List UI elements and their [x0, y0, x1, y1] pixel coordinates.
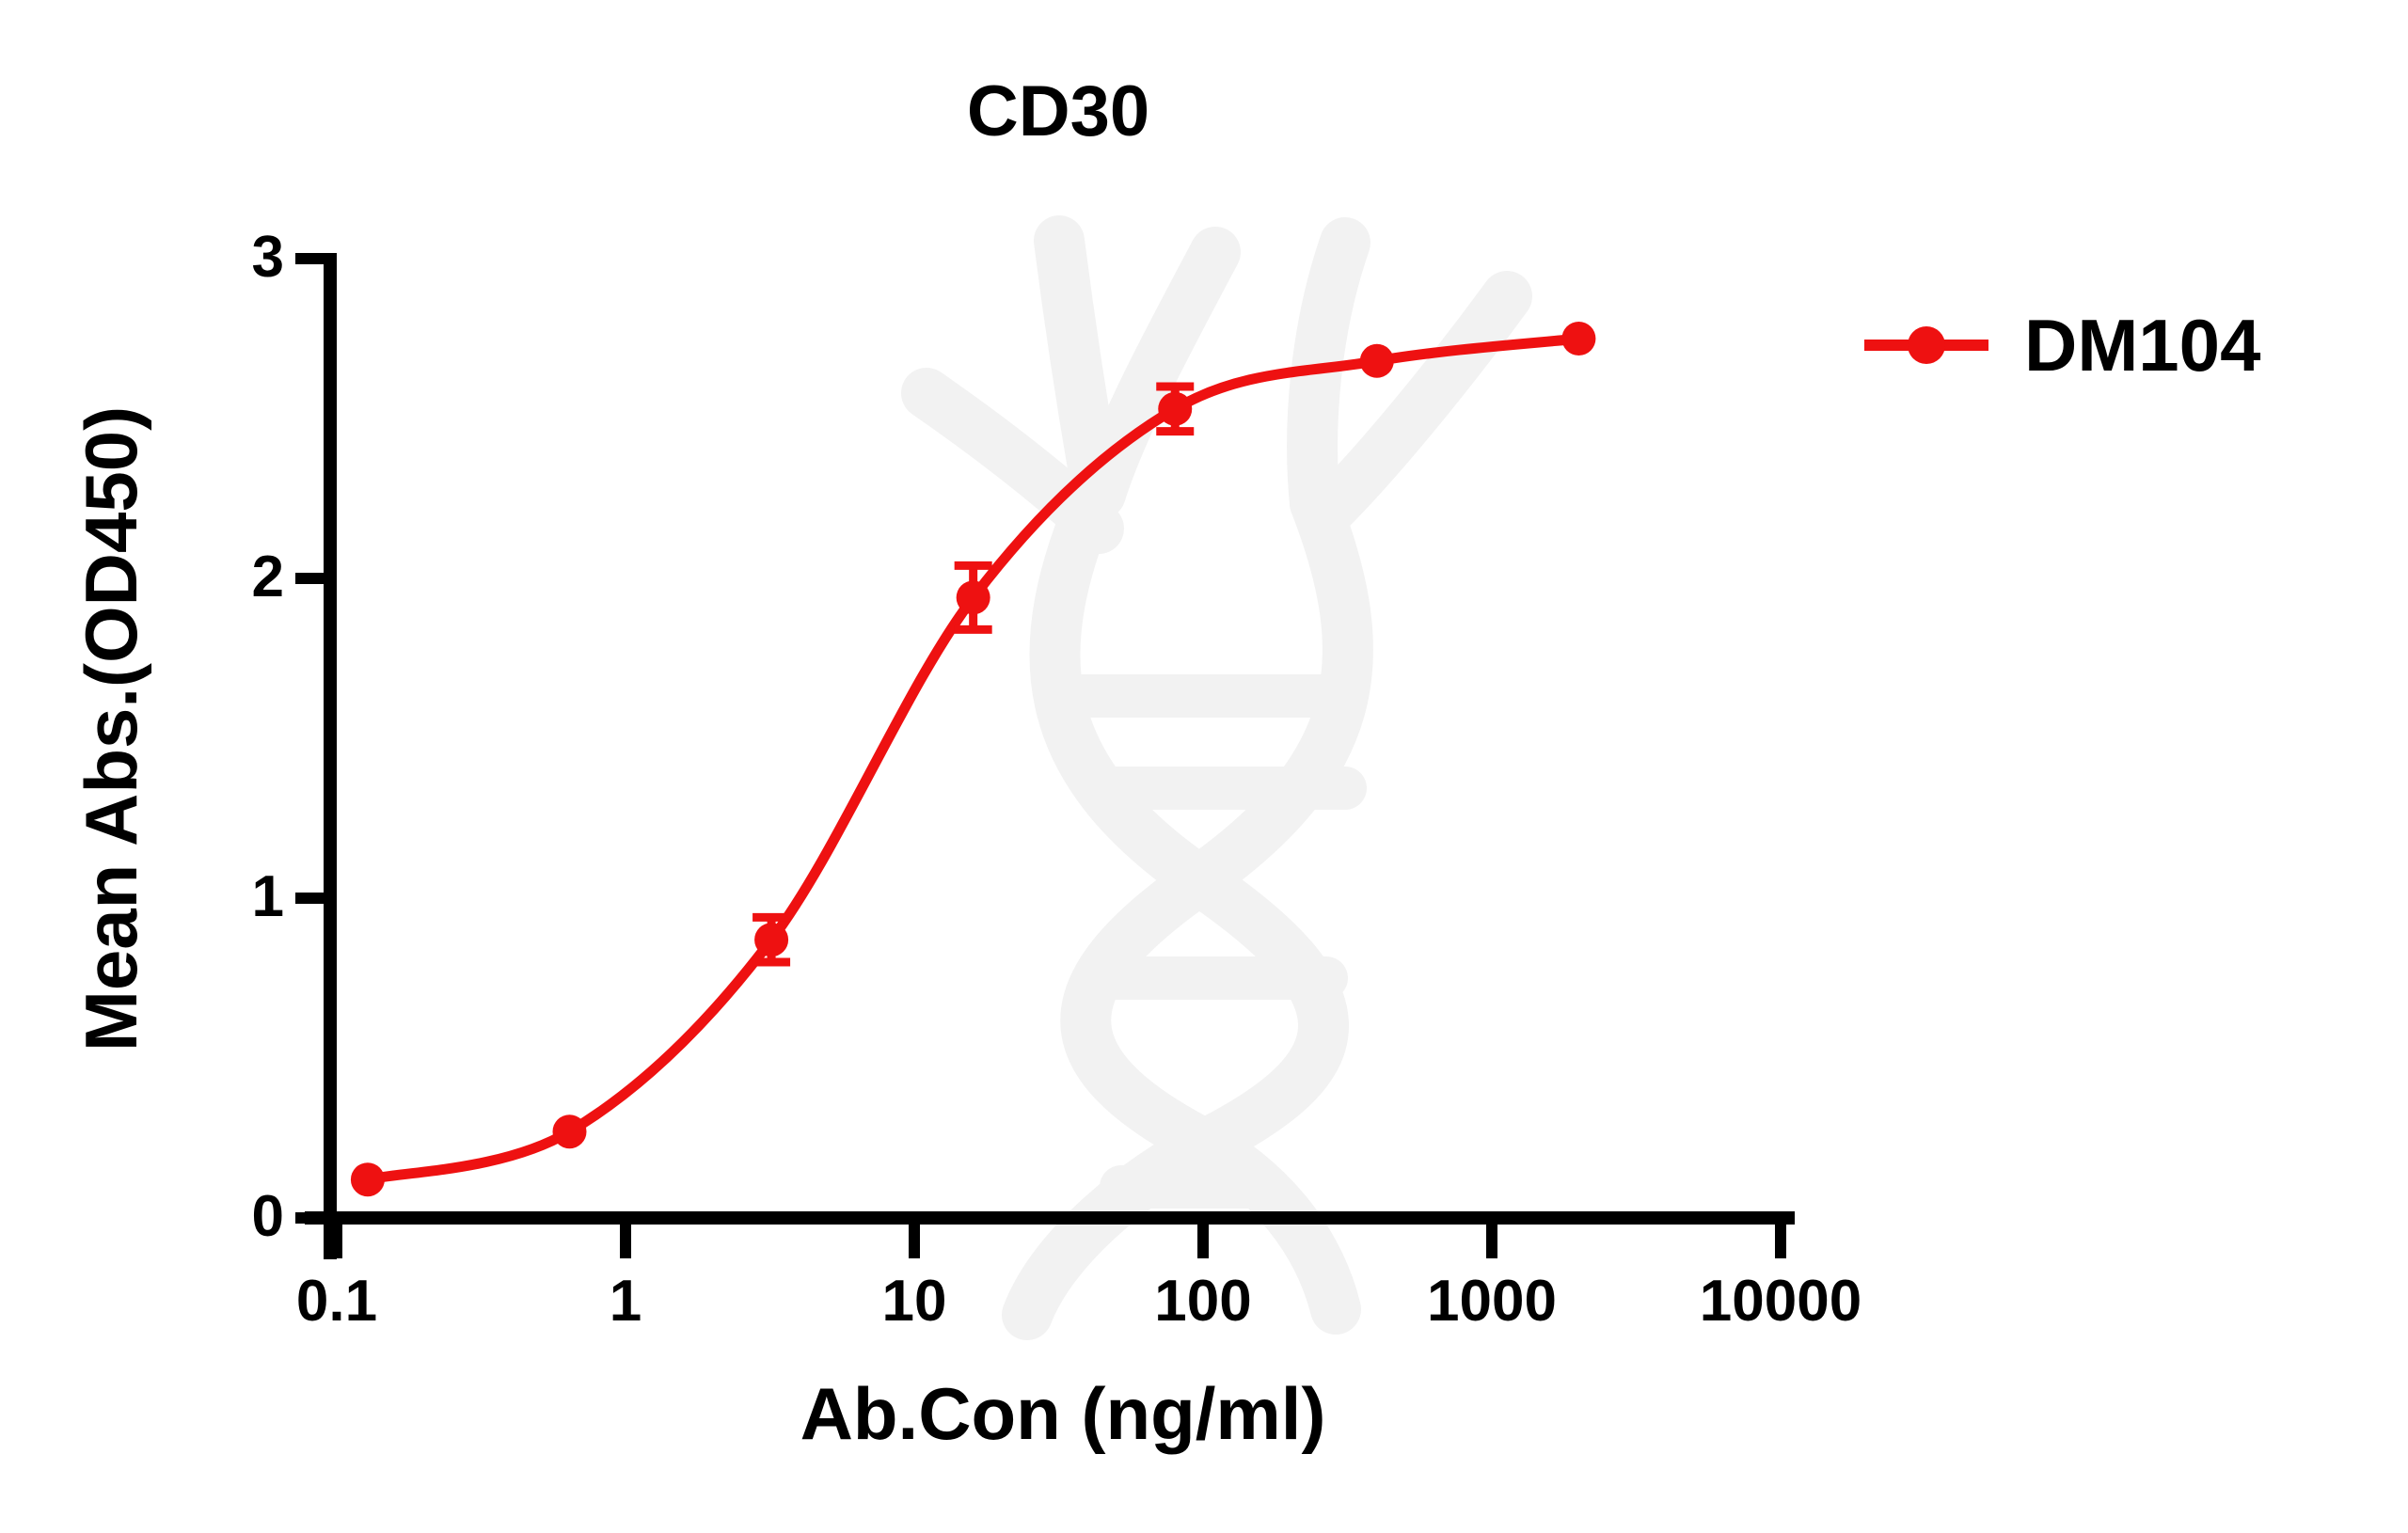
- x-axis-title: Ab.Con (ng/ml): [800, 1372, 1326, 1455]
- data-point-marker: [350, 1162, 385, 1197]
- y-tick-label: 1: [251, 864, 284, 929]
- y-tick-label: 0: [251, 1184, 284, 1249]
- x-tick-mark: [1486, 1225, 1497, 1258]
- x-tick-mark: [331, 1225, 342, 1258]
- y-tick-mark: [295, 893, 324, 904]
- chart-title: CD30: [966, 71, 1150, 151]
- x-tick-label: 10000: [1699, 1269, 1862, 1334]
- data-point-marker: [552, 1114, 587, 1149]
- data-point-marker: [1561, 322, 1596, 356]
- x-tick-label: 1000: [1427, 1269, 1557, 1334]
- x-tick-mark: [1197, 1225, 1209, 1258]
- y-tick-mark: [295, 1212, 324, 1224]
- x-tick-label: 1: [609, 1269, 642, 1334]
- y-axis-line: [324, 253, 337, 1259]
- y-tick-mark: [295, 253, 324, 264]
- x-tick-label: 100: [1154, 1269, 1252, 1334]
- dna-helix-watermark: [901, 215, 1532, 1340]
- data-point-marker: [1359, 343, 1394, 378]
- data-point-marker: [754, 923, 789, 957]
- x-tick-mark: [620, 1225, 631, 1258]
- x-tick-mark: [1775, 1225, 1786, 1258]
- data-point-marker: [956, 580, 990, 615]
- x-axis-line: [305, 1211, 1795, 1225]
- y-axis-title: Mean Abs.(OD450): [70, 405, 152, 1052]
- x-tick-mark: [909, 1225, 920, 1258]
- legend: DM104: [1864, 293, 2260, 397]
- x-tick-label: 0.1: [295, 1269, 378, 1334]
- x-tick-label: 10: [881, 1269, 947, 1334]
- legend-label: DM104: [2024, 304, 2261, 387]
- data-point-marker: [1158, 391, 1193, 426]
- data-series-layer: [350, 322, 1596, 1197]
- legend-marker: [1864, 326, 1988, 364]
- y-tick-mark: [295, 573, 324, 584]
- y-tick-label: 2: [251, 545, 284, 609]
- y-tick-label: 3: [251, 225, 284, 290]
